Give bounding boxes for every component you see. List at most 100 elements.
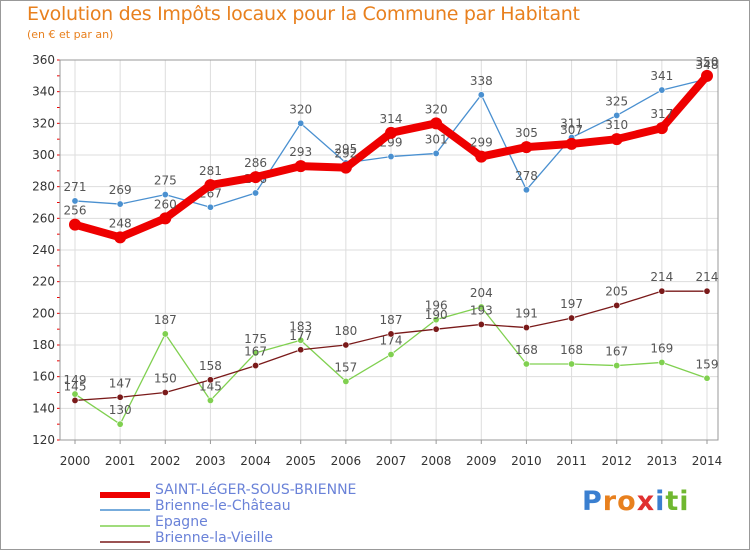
data-label: 320 [289,102,312,116]
legend: SAINT-LéGER-SOUS-BRIENNE Brienne-le-Chât… [100,482,400,548]
data-point [114,231,127,244]
data-label: 301 [425,132,448,146]
data-point [297,119,305,127]
x-tick-label: 2006 [331,454,362,468]
data-point [613,111,621,119]
data-label: 295 [334,142,357,156]
data-point [249,171,262,184]
data-point [475,150,488,163]
data-point [430,117,443,130]
data-label: 350 [696,55,719,69]
data-point [252,349,260,357]
data-point [658,358,666,366]
data-label: 167 [605,345,628,359]
y-tick-label: 120 [32,433,55,447]
data-point [161,330,169,338]
data-label: 190 [425,308,448,322]
logo-letter: t [665,486,680,517]
y-tick-label: 140 [32,401,55,415]
logo-letter: i [679,486,690,517]
data-point [71,396,79,404]
data-point [339,161,352,174]
legend-swatch-brienne-la-vieille [100,541,150,543]
logo-letter: o [617,486,637,517]
legend-label-brienne-la-vieille: Brienne-la-Vieille [155,530,274,546]
data-point [522,186,530,194]
data-label: 281 [199,164,222,178]
data-point [522,360,530,368]
data-point [520,141,533,154]
proxiti-logo: Proxiti [582,486,690,517]
data-label: 341 [650,69,673,83]
legend-item-brienne-la-vieille: Brienne-la-Vieille [100,530,400,548]
data-label: 325 [605,94,628,108]
data-point [387,153,395,161]
data-point [658,86,666,94]
data-label: 260 [154,197,177,211]
data-label: 311 [560,117,583,131]
data-label: 149 [64,373,87,387]
data-label: 214 [696,270,719,284]
data-point [701,69,713,82]
logo-letter: P [582,486,603,517]
data-label: 269 [109,183,132,197]
data-label: 187 [154,313,177,327]
legend-label-saint-leger: SAINT-LéGER-SOUS-BRIENNE [155,482,357,498]
data-point [69,218,81,231]
data-label: 204 [470,286,493,300]
data-label: 150 [154,372,177,386]
data-point [116,420,124,428]
data-point [387,350,395,358]
data-label: 157 [334,360,357,374]
data-label: 348 [696,58,719,72]
data-point [252,362,260,370]
data-label: 168 [515,343,538,357]
data-point [432,316,440,324]
data-label: 145 [199,379,222,393]
legend-item-brienne-le-chateau: Brienne-le-Château [100,498,400,516]
data-label: 310 [605,118,628,132]
x-tick-label: 2008 [421,454,452,468]
data-label: 307 [560,123,583,137]
data-label: 169 [650,341,673,355]
x-tick-label: 2000 [60,454,91,468]
data-point [432,325,440,333]
data-point [387,330,395,338]
data-label: 191 [515,307,538,321]
data-point [206,203,214,211]
data-label: 147 [109,376,132,390]
y-tick-label: 320 [32,116,55,130]
data-point [297,346,305,354]
data-point [432,149,440,157]
data-label: 286 [244,156,267,170]
logo-letter: i [655,486,666,517]
legend-label-epagne: Epagne [155,514,208,530]
data-point [477,303,485,311]
data-label: 256 [64,204,87,218]
x-tick-label: 2003 [195,454,226,468]
data-point [568,360,576,368]
legend-swatch-brienne-le-chateau [100,509,150,511]
x-tick-label: 2002 [150,454,181,468]
x-tick-label: 2012 [601,454,632,468]
data-label: 174 [380,334,403,348]
data-point [342,341,350,349]
data-point [206,376,214,384]
x-tick-label: 2004 [240,454,271,468]
y-tick-label: 240 [32,243,55,257]
data-label: 183 [289,319,312,333]
data-label: 175 [244,332,267,346]
data-point [565,137,578,150]
data-label: 271 [64,180,87,194]
x-tick-label: 2014 [692,454,723,468]
data-label: 305 [515,126,538,140]
logo-letter: x [636,486,656,517]
data-point [703,287,711,295]
data-label: 278 [515,169,538,183]
line-chart: 120 140 160 180 200 220 240 260 280 300 320 340 360 2… [32,53,723,468]
data-label: 158 [199,359,222,373]
y-tick-label: 280 [32,180,55,194]
data-point [658,287,666,295]
data-point [610,133,623,146]
data-point [703,374,711,382]
